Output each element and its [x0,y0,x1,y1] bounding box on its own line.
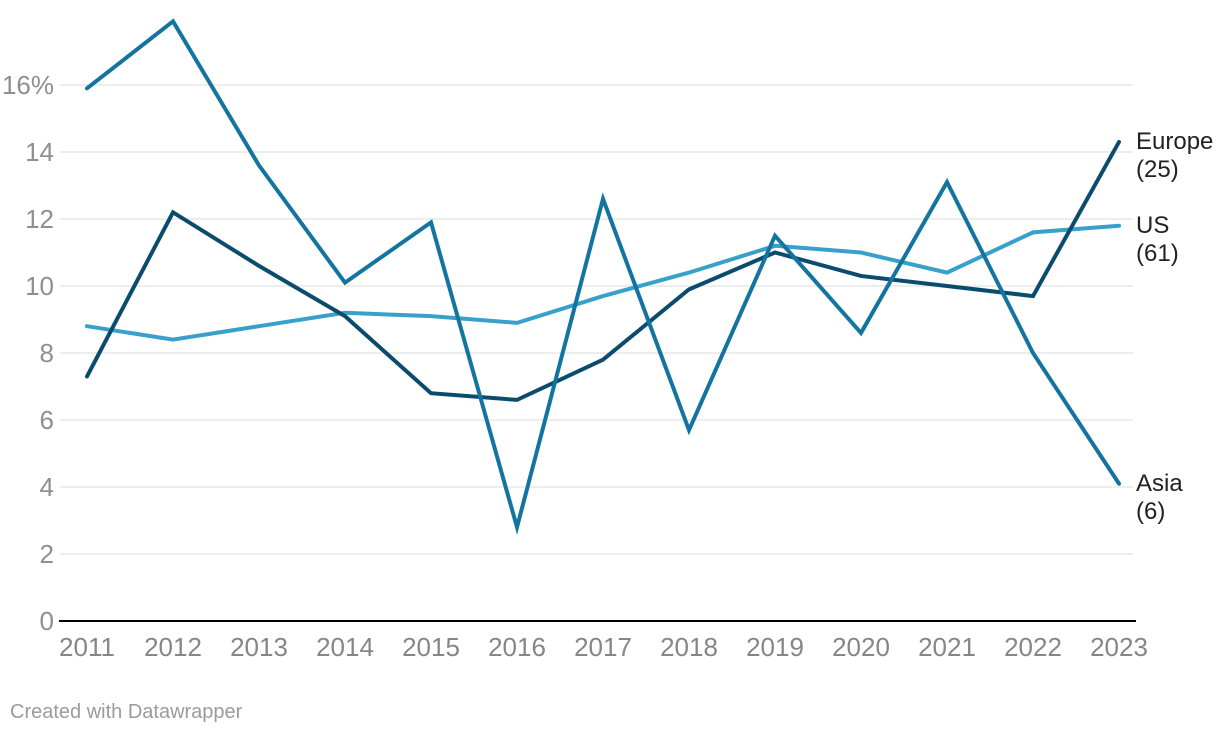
y-axis-tick-label: 14 [25,137,54,167]
x-axis-tick-label: 2023 [1090,632,1148,662]
series-name: US [1136,211,1170,239]
y-axis-tick-label: 0 [40,606,54,636]
x-axis-tick-label: 2013 [230,632,288,662]
y-axis-tick-label: 2 [40,539,54,569]
y-axis-tick-label: 4 [40,472,54,502]
attribution-text: Created with Datawrapper [10,701,243,723]
x-axis-tick-label: 2021 [918,632,976,662]
x-axis-tick-label: 2011 [59,632,115,662]
y-axis-tick-label: 6 [40,405,54,435]
line-series-asia [85,18,1121,535]
y-axis-tick-label: 8 [40,338,54,368]
x-axis-tick-label: 2020 [832,632,890,662]
series-count: (25) [1136,155,1179,183]
series-name: Europe [1136,127,1214,155]
x-axis-tick-label: 2019 [746,632,804,662]
y-axis-tick-label: 12 [25,204,54,234]
series-name: Asia [1136,469,1183,497]
x-axis-tick-label: 2014 [316,632,374,662]
series-count: (6) [1136,497,1166,525]
x-axis-tick-label: 2016 [488,632,546,662]
series-label-asia: Asia (6) [1136,470,1183,526]
x-axis-tick-label: 2018 [660,632,718,662]
series-label-europe: Europe (25) [1136,128,1213,184]
x-axis-tick-label: 2022 [1004,632,1062,662]
series-label-us: US (61) [1136,212,1179,268]
x-axis-tick-label: 2015 [402,632,460,662]
y-axis-tick-label: 16% [2,70,54,100]
y-axis-tick-label: 10 [25,271,54,301]
line-series-us [85,223,1121,342]
line-series-europe [85,139,1121,402]
series-count: (61) [1136,239,1179,267]
x-axis-tick-label: 2012 [144,632,202,662]
x-axis-tick-label: 2017 [574,632,632,662]
